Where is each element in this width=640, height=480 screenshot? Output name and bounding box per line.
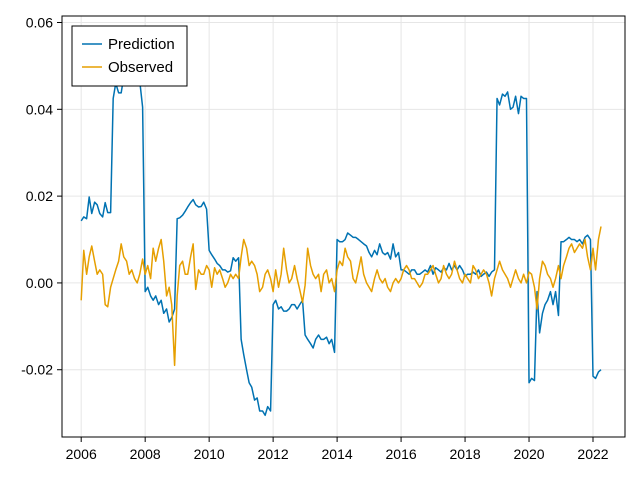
y-tick-label: 0.06 [26, 15, 53, 31]
grid-lines [62, 16, 625, 437]
x-tick-label: 2016 [386, 446, 417, 462]
y-axis: -0.02 0.00 0.02 0.04 0.06 [21, 15, 62, 378]
y-tick-label: 0.04 [26, 101, 53, 117]
x-tick-label: 2008 [130, 446, 161, 462]
x-tick-label: 2010 [194, 446, 225, 462]
x-tick-label: 2022 [577, 446, 608, 462]
x-tick-label: 2020 [513, 446, 544, 462]
x-axis: 2006 2008 2010 2012 2014 2016 2018 2020 2022 [66, 437, 609, 462]
series-layer [80, 67, 602, 417]
legend-label-prediction: Prediction [108, 36, 175, 53]
legend-box [71, 25, 188, 87]
y-tick-label: 0.02 [26, 188, 53, 204]
x-tick-label: 2006 [66, 446, 97, 462]
plot-frame [61, 15, 626, 438]
x-tick-label: 2014 [322, 446, 353, 462]
series-line-observed [80, 226, 602, 367]
series-line-prediction [80, 67, 602, 417]
x-tick-label: 2012 [258, 446, 289, 462]
x-tick-label: 2018 [449, 446, 480, 462]
y-tick-label: 0.00 [26, 275, 53, 291]
legend: Prediction Observed [71, 25, 188, 87]
y-tick-label: -0.02 [21, 362, 53, 378]
legend-label-observed: Observed [108, 59, 173, 76]
